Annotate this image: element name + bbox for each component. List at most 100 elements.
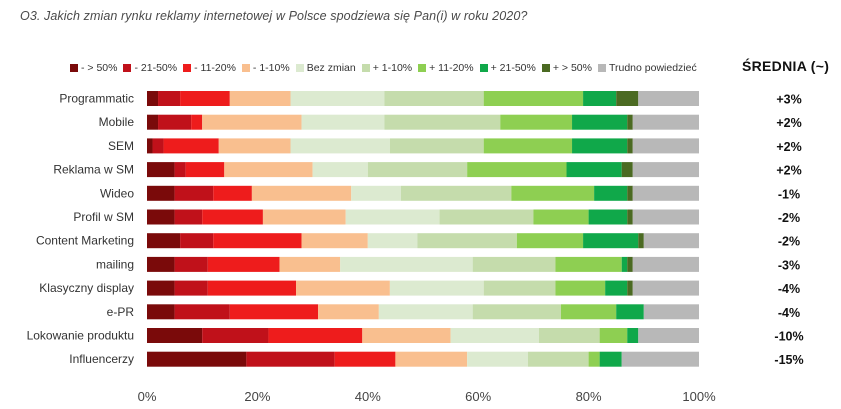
- legend-swatch: [597, 64, 606, 72]
- bar-segment: [643, 233, 699, 249]
- bar-segment: [147, 280, 175, 296]
- category-label: Wideo: [100, 186, 134, 200]
- bar-segment: [483, 138, 573, 154]
- average-value: +3%: [776, 93, 801, 107]
- bar-segment: [400, 185, 512, 201]
- x-tick-label: 100%: [682, 389, 716, 404]
- bar-segment: [174, 256, 208, 272]
- bar-segment: [158, 114, 192, 130]
- bar-segment: [483, 280, 556, 296]
- bar-segment: [163, 138, 219, 154]
- bar-segment: [621, 256, 628, 272]
- bar-segment: [340, 256, 473, 272]
- average-value: -3%: [778, 258, 800, 272]
- bar-segment: [561, 304, 617, 320]
- bar-segment: [218, 138, 291, 154]
- bar-segment: [301, 233, 368, 249]
- bar-segment: [147, 138, 153, 154]
- legend-label: + 21-50%: [490, 62, 536, 74]
- bar-segment: [627, 256, 633, 272]
- bar-segment: [174, 185, 214, 201]
- average-value: -4%: [778, 282, 800, 296]
- average-value: +2%: [776, 140, 801, 154]
- category-label: SEM: [108, 139, 134, 153]
- legend-item: Trudno powiedzieć: [597, 62, 697, 74]
- bar-segment: [389, 138, 484, 154]
- legend-label: - 1-10%: [252, 62, 290, 74]
- legend-label: - 11-20%: [194, 62, 236, 74]
- bar-segment: [312, 162, 368, 178]
- category-label: Mobile: [99, 115, 135, 129]
- bar-segment: [472, 304, 561, 320]
- bar-segment: [439, 209, 534, 225]
- bar-segment: [632, 114, 699, 130]
- average-value: -10%: [774, 330, 803, 344]
- legend-swatch: [241, 64, 250, 72]
- bar-segment: [555, 280, 606, 296]
- bar-segment: [583, 91, 617, 106]
- bar-segment: [588, 351, 600, 367]
- category-label: mailing: [96, 257, 134, 271]
- average-column-title: ŚREDNIA (~): [742, 58, 830, 74]
- legend-label: + > 50%: [552, 62, 592, 74]
- bar-segment: [147, 209, 175, 225]
- bar-segment: [516, 233, 584, 249]
- bar-segment: [174, 162, 186, 178]
- bar-segment: [467, 162, 567, 178]
- bar-segment: [627, 138, 633, 154]
- x-tick-label: 40%: [355, 389, 381, 404]
- question-title: O3. Jakich zmian rynku reklamy interneto…: [20, 9, 528, 23]
- bar-segment: [605, 280, 628, 296]
- bar-segment: [621, 162, 633, 178]
- bar-segment: [367, 162, 468, 178]
- category-label: Klasyczny display: [39, 281, 134, 295]
- legend-swatch: [541, 64, 550, 72]
- bar-segment: [632, 138, 699, 154]
- bar-segment: [180, 233, 214, 249]
- legend-item: - 21-50%: [123, 62, 177, 74]
- bar-segment: [450, 328, 539, 343]
- legend-label: - > 50%: [81, 62, 118, 74]
- legend-item: - 11-20%: [183, 62, 236, 74]
- average-value: -15%: [774, 353, 803, 367]
- bar-segment: [185, 162, 225, 178]
- bar-segment: [555, 256, 622, 272]
- legend-swatch: [361, 64, 370, 72]
- legend-item: - 1-10%: [241, 62, 290, 74]
- x-tick-label: 0%: [138, 389, 157, 404]
- bar-segment: [389, 280, 484, 296]
- legend-swatch: [418, 64, 427, 72]
- bar-segment: [599, 351, 622, 367]
- bar-segment: [147, 91, 159, 106]
- bar-segment: [207, 256, 280, 272]
- bar-segment: [202, 328, 269, 343]
- bar-segment: [367, 233, 418, 249]
- category-label: Content Marketing: [36, 234, 134, 248]
- bar-segment: [290, 91, 385, 106]
- category-label: Reklama w SM: [53, 163, 134, 177]
- bar-segment: [621, 351, 699, 367]
- bar-segment: [147, 162, 175, 178]
- bar-segment: [147, 185, 175, 201]
- bar-segment: [290, 138, 390, 154]
- bar-segment: [583, 233, 639, 249]
- bar-segment: [588, 209, 628, 225]
- average-value: -1%: [778, 187, 800, 201]
- bar-segment: [500, 114, 573, 130]
- legend-swatch: [183, 64, 192, 72]
- legend-item: + 21-50%: [479, 62, 536, 74]
- bar-segment: [301, 114, 385, 130]
- bar-segment: [180, 91, 230, 106]
- bar-segment: [362, 328, 451, 343]
- legend-label: Bez zmian: [306, 62, 356, 74]
- bar-segment: [174, 304, 230, 320]
- bar-segment: [174, 280, 208, 296]
- bar-segment: [638, 91, 699, 106]
- legend-swatch: [123, 64, 132, 72]
- bar-segment: [279, 256, 341, 272]
- bar-segment: [152, 138, 164, 154]
- bar-segment: [318, 304, 379, 320]
- bar-segment: [147, 114, 159, 130]
- bar-segment: [224, 162, 313, 178]
